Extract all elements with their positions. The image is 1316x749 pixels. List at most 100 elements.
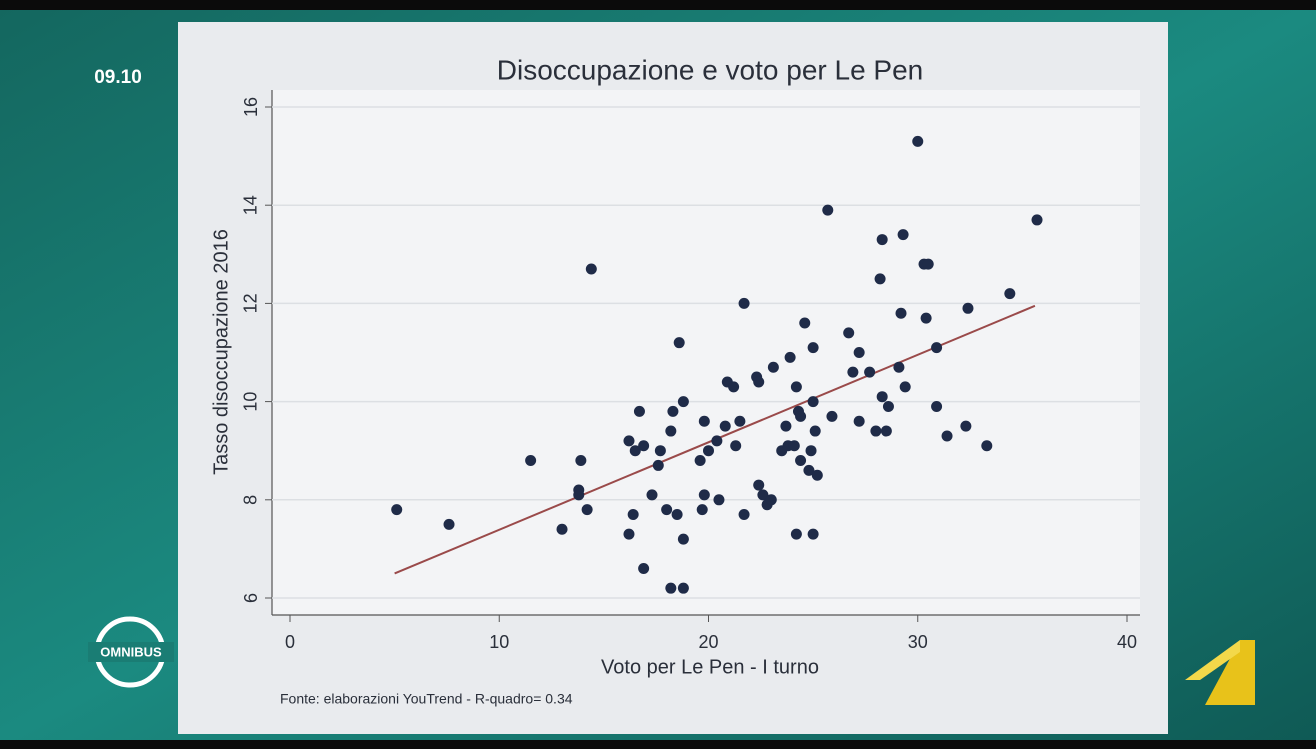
data-point [899, 381, 911, 393]
plot-area [272, 90, 1140, 615]
data-point [876, 234, 888, 246]
data-point [391, 504, 403, 516]
data-point [698, 415, 710, 427]
data-point [822, 204, 834, 216]
channel-logo [1205, 640, 1255, 705]
source-note: Fonte: elaborazioni YouTrend - R-quadro=… [280, 691, 573, 707]
data-point [826, 410, 838, 422]
data-point [876, 391, 888, 403]
y-tick-label: 12 [241, 293, 261, 313]
data-point [638, 563, 650, 575]
data-point [525, 455, 537, 467]
data-point [443, 518, 455, 530]
data-point [696, 504, 708, 516]
x-tick-label: 30 [908, 632, 928, 652]
data-point [893, 361, 905, 373]
data-point [753, 479, 765, 491]
chart-title: Disoccupazione e voto per Le Pen [497, 54, 924, 85]
data-point [941, 430, 953, 442]
data-point [585, 263, 597, 275]
data-point [853, 415, 865, 427]
data-point [556, 523, 568, 535]
data-point [713, 494, 725, 506]
data-point [788, 440, 800, 452]
data-point [734, 415, 746, 427]
data-point [803, 464, 815, 476]
data-point [784, 351, 796, 363]
data-point [805, 445, 817, 457]
show-logo: OMNIBUS [88, 616, 174, 688]
data-point [807, 342, 819, 354]
data-point [1004, 288, 1016, 300]
y-tick-label: 6 [241, 593, 261, 603]
data-point [853, 347, 865, 358]
data-point [757, 489, 769, 501]
x-tick-label: 0 [285, 632, 295, 652]
data-point [694, 455, 706, 467]
data-point [623, 528, 635, 540]
data-point [880, 425, 892, 437]
data-point [920, 312, 932, 324]
x-axis-label: Voto per Le Pen - I turno [601, 656, 819, 678]
data-point [581, 504, 593, 516]
data-point [677, 533, 689, 545]
data-point [864, 366, 876, 378]
data-point [573, 489, 585, 501]
data-point [895, 307, 907, 319]
data-point [623, 435, 635, 447]
data-point [677, 396, 689, 408]
data-point [811, 469, 823, 481]
data-point [661, 504, 673, 516]
data-point [633, 405, 645, 417]
data-point [665, 425, 677, 437]
x-tick-label: 40 [1117, 632, 1137, 652]
data-point [870, 425, 882, 437]
data-point [874, 273, 886, 285]
data-point [960, 420, 972, 432]
data-point [807, 528, 819, 540]
data-point [790, 381, 802, 393]
data-point [795, 410, 807, 422]
data-point [765, 494, 777, 506]
data-point [795, 455, 807, 467]
data-point [882, 401, 894, 413]
data-point [703, 445, 714, 457]
data-point [730, 440, 742, 452]
data-point [790, 528, 802, 540]
data-point [1031, 214, 1043, 226]
data-point [638, 440, 650, 452]
y-tick-label: 8 [241, 495, 261, 505]
data-point [738, 297, 750, 309]
data-point [652, 459, 664, 471]
y-tick-label: 16 [241, 97, 261, 117]
data-point [780, 420, 792, 432]
y-axis-label: Tasso disoccupazione 2016 [210, 229, 232, 475]
show-name: OMNIBUS [100, 644, 162, 659]
data-point [807, 396, 819, 408]
data-point [843, 327, 855, 339]
data-point [575, 455, 587, 467]
data-point [677, 582, 689, 594]
clock: 09.10 [94, 67, 142, 88]
data-point [922, 258, 934, 270]
data-point [711, 435, 723, 447]
data-point [728, 381, 740, 393]
data-point [847, 366, 859, 378]
logo-band [88, 642, 174, 662]
data-point [671, 509, 683, 521]
data-point [767, 361, 779, 373]
data-point [981, 440, 993, 452]
x-tick-label: 20 [698, 632, 718, 652]
data-point [799, 317, 811, 329]
y-tick-label: 10 [241, 392, 261, 412]
data-point [753, 376, 765, 388]
data-point [646, 489, 658, 501]
data-point [738, 509, 750, 521]
data-point [673, 337, 685, 349]
data-point [931, 401, 943, 413]
channel-logo-stroke [1185, 640, 1240, 680]
data-point [897, 229, 909, 241]
x-tick-label: 10 [489, 632, 509, 652]
data-point [627, 509, 639, 521]
